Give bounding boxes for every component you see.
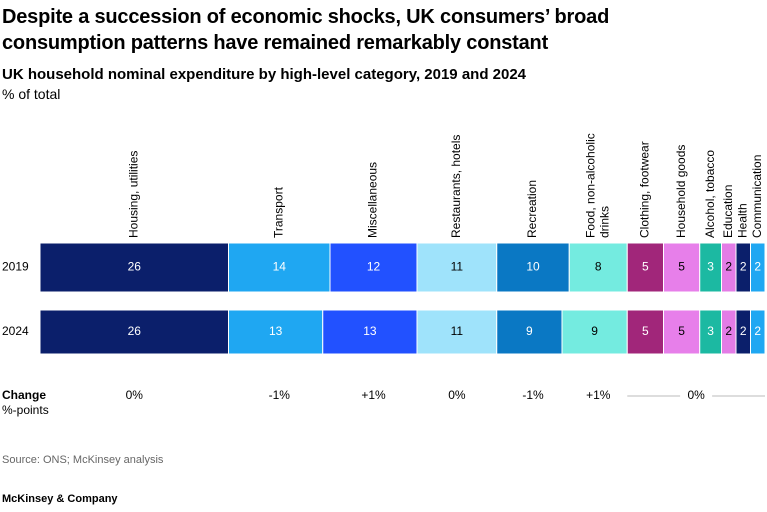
y-tick-label: 2024 [2,324,29,338]
bar-segment [329,242,418,293]
legend-label: Restaurants, hotels [449,135,463,238]
bar-segment [626,242,664,293]
chart-subtitle: UK household nominal expenditure by high… [2,66,527,83]
value-label: 9 [591,324,598,338]
value-label: 2 [754,324,761,338]
legend-label: Household goods [674,145,688,238]
legend-label: Miscellaneous [366,162,380,238]
value-label: 2 [740,260,747,274]
bar-segment [663,242,701,293]
legend-label: Food, non-alcoholic drinks [583,130,611,238]
footer: McKinsey & Company [2,493,118,505]
bar-segment [496,309,563,355]
value-label: 11 [451,324,464,338]
bar-segment [750,242,766,293]
value-label: 12 [367,260,381,274]
y-tick-label: 2019 [2,260,29,274]
value-label: 26 [128,260,142,274]
bar-segment [322,309,418,355]
source: Source: ONS; McKinsey analysis [2,454,164,466]
legend-label: Transport [271,186,285,238]
change-value: +1% [586,388,611,402]
change-unit: %-points [2,403,49,417]
bar-segment [568,242,628,293]
value-label: 13 [269,324,283,338]
value-label: 2 [725,260,732,274]
bar-segment [228,242,331,293]
value-label: 2 [754,260,761,274]
bar-segment [416,242,498,293]
legend-label: Alcohol, tobacco [703,150,717,238]
value-label: 14 [273,260,287,274]
legend-label: Housing, utilities [126,151,140,238]
value-label: 9 [526,324,533,338]
value-label: 13 [363,324,377,338]
value-label: 2 [740,324,747,338]
unit-label: % of total [2,86,61,102]
value-label: 5 [642,324,649,338]
legend-label: Communication [750,155,764,238]
value-label: 5 [642,260,649,274]
change-value: 0% [448,388,466,402]
bar-segment [39,309,229,355]
bar-segment [416,309,498,355]
value-label: 26 [128,324,142,338]
change-value: 0% [687,388,705,402]
value-label: 3 [707,260,714,274]
bar-segment [496,242,570,293]
chart-title: Despite a succession of economic shocks,… [2,6,610,54]
legend-label: Health [735,203,749,238]
change-value: +1% [361,388,386,402]
legend-label: Recreation [525,180,539,238]
value-label: 2 [725,324,732,338]
change-value: -1% [522,388,544,402]
change-value: 0% [126,388,144,402]
bar-segment [750,309,766,355]
value-label: 10 [526,260,540,274]
value-label: 8 [595,260,602,274]
legend-label: Clothing, footwear [638,141,652,238]
bar-segment [561,309,628,355]
change-label: Change [2,388,46,402]
change-value: -1% [269,388,291,402]
value-label: 5 [678,260,685,274]
legend-label: Education [721,185,735,238]
value-label: 5 [678,324,685,338]
value-label: 11 [451,260,464,274]
value-label: 3 [707,324,714,338]
bar-segment [663,309,701,355]
